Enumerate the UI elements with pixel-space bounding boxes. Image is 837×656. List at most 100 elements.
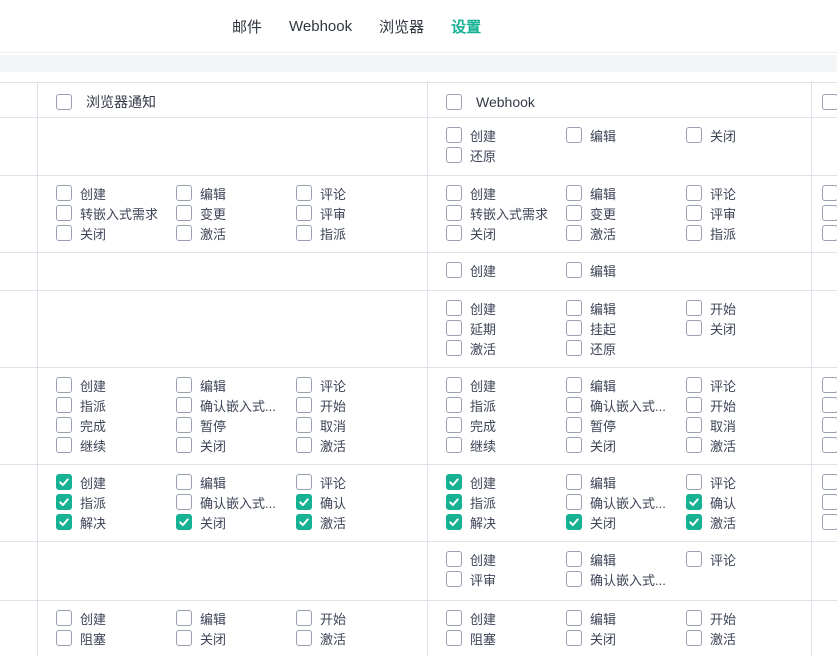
checkbox-checked[interactable] (566, 514, 582, 530)
checkbox[interactable] (686, 397, 702, 413)
checkbox[interactable] (56, 610, 72, 626)
checkbox[interactable] (446, 377, 462, 393)
checkbox-label[interactable]: 阻塞 (80, 631, 107, 647)
checkbox-label[interactable]: 取消 (710, 418, 737, 434)
checkbox[interactable] (822, 437, 837, 453)
checkbox[interactable] (446, 551, 462, 567)
checkbox[interactable] (566, 377, 582, 393)
checkbox-label[interactable]: 变更 (200, 206, 227, 222)
checkbox[interactable] (566, 127, 582, 143)
checkbox[interactable] (566, 340, 582, 356)
checkbox-checked[interactable] (446, 514, 462, 530)
checkbox-label[interactable]: 编辑 (590, 301, 617, 317)
checkbox[interactable] (296, 610, 312, 626)
checkbox-label[interactable]: 编辑 (590, 128, 617, 144)
checkbox[interactable] (56, 437, 72, 453)
checkbox-label[interactable]: 确认嵌入式... (590, 398, 666, 414)
tab-webhook[interactable]: Webhook (289, 17, 353, 35)
checkbox-label[interactable]: 确认嵌入式... (590, 572, 666, 588)
checkbox-label[interactable]: 激活 (320, 515, 347, 531)
checkbox[interactable] (56, 630, 72, 646)
checkbox[interactable] (56, 225, 72, 241)
checkbox[interactable] (56, 417, 72, 433)
checkbox-label[interactable]: 编辑 (200, 186, 227, 202)
checkbox[interactable] (446, 127, 462, 143)
checkbox[interactable] (176, 610, 192, 626)
checkbox-label[interactable]: 激活 (320, 438, 347, 454)
checkbox[interactable] (822, 94, 837, 110)
checkbox-label[interactable]: 指派 (80, 398, 107, 414)
checkbox-label[interactable]: 激活 (200, 226, 227, 242)
checkbox[interactable] (566, 630, 582, 646)
checkbox-label[interactable]: 评论 (320, 475, 347, 491)
checkbox-checked[interactable] (56, 514, 72, 530)
checkbox-label[interactable]: 创建 (470, 128, 497, 144)
checkbox[interactable] (566, 320, 582, 336)
checkbox[interactable] (686, 225, 702, 241)
tab-settings[interactable]: 设置 (451, 18, 482, 36)
checkbox-label[interactable]: 激活 (710, 631, 737, 647)
checkbox-label[interactable]: 变更 (590, 206, 617, 222)
checkbox[interactable] (686, 474, 702, 490)
checkbox-label[interactable]: 阻塞 (470, 631, 497, 647)
checkbox[interactable] (446, 300, 462, 316)
checkbox-label[interactable]: 开始 (710, 301, 737, 317)
checkbox[interactable] (446, 262, 462, 278)
checkbox-label[interactable]: 暂停 (590, 418, 617, 434)
checkbox-label[interactable]: 取消 (320, 418, 347, 434)
checkbox[interactable] (176, 630, 192, 646)
checkbox[interactable] (446, 185, 462, 201)
checkbox[interactable] (296, 630, 312, 646)
checkbox-label[interactable]: 创建 (470, 378, 497, 394)
checkbox[interactable] (822, 185, 837, 201)
checkbox-checked[interactable] (446, 474, 462, 490)
checkbox[interactable] (296, 437, 312, 453)
checkbox-label[interactable]: 评论 (710, 552, 737, 568)
checkbox-label[interactable]: 指派 (470, 398, 497, 414)
checkbox[interactable] (176, 417, 192, 433)
checkbox-label[interactable]: 完成 (470, 418, 497, 434)
checkbox-label[interactable]: 开始 (710, 611, 737, 627)
checkbox-label[interactable]: 创建 (470, 186, 497, 202)
checkbox[interactable] (566, 225, 582, 241)
checkbox-label[interactable]: 转嵌入式需求 (470, 206, 549, 222)
checkbox-label[interactable]: 编辑 (590, 263, 617, 279)
checkbox-label[interactable]: 评论 (710, 475, 737, 491)
checkbox[interactable] (296, 417, 312, 433)
checkbox[interactable] (446, 225, 462, 241)
checkbox[interactable] (566, 397, 582, 413)
checkbox[interactable] (176, 397, 192, 413)
checkbox[interactable] (176, 437, 192, 453)
checkbox[interactable] (446, 147, 462, 163)
checkbox[interactable] (822, 494, 837, 510)
checkbox-label[interactable]: 开始 (710, 398, 737, 414)
checkbox[interactable] (446, 397, 462, 413)
checkbox-label[interactable]: 评论 (320, 378, 347, 394)
checkbox-label[interactable]: 激活 (470, 341, 497, 357)
checkbox-checked[interactable] (686, 514, 702, 530)
checkbox[interactable] (296, 474, 312, 490)
checkbox[interactable] (176, 185, 192, 201)
checkbox[interactable] (566, 417, 582, 433)
checkbox[interactable] (446, 205, 462, 221)
checkbox-checked[interactable] (296, 494, 312, 510)
checkbox[interactable] (566, 494, 582, 510)
checkbox-label[interactable]: 创建 (80, 475, 107, 491)
checkbox-label[interactable]: 编辑 (200, 378, 227, 394)
checkbox[interactable] (176, 494, 192, 510)
checkbox[interactable] (822, 397, 837, 413)
checkbox-label[interactable]: 关闭 (80, 226, 107, 242)
checkbox[interactable] (686, 127, 702, 143)
checkbox-label[interactable]: 创建 (470, 263, 497, 279)
checkbox[interactable] (176, 377, 192, 393)
checkbox[interactable] (296, 397, 312, 413)
checkbox[interactable] (566, 610, 582, 626)
checkbox-label[interactable]: 关闭 (470, 226, 497, 242)
checkbox-label[interactable]: 创建 (470, 301, 497, 317)
checkbox[interactable] (446, 630, 462, 646)
checkbox-label[interactable]: 确认嵌入式... (200, 398, 276, 414)
checkbox[interactable] (686, 185, 702, 201)
checkbox-label[interactable]: 指派 (710, 226, 737, 242)
checkbox-label[interactable]: 编辑 (590, 552, 617, 568)
checkbox-label[interactable]: 确认嵌入式... (200, 495, 276, 511)
